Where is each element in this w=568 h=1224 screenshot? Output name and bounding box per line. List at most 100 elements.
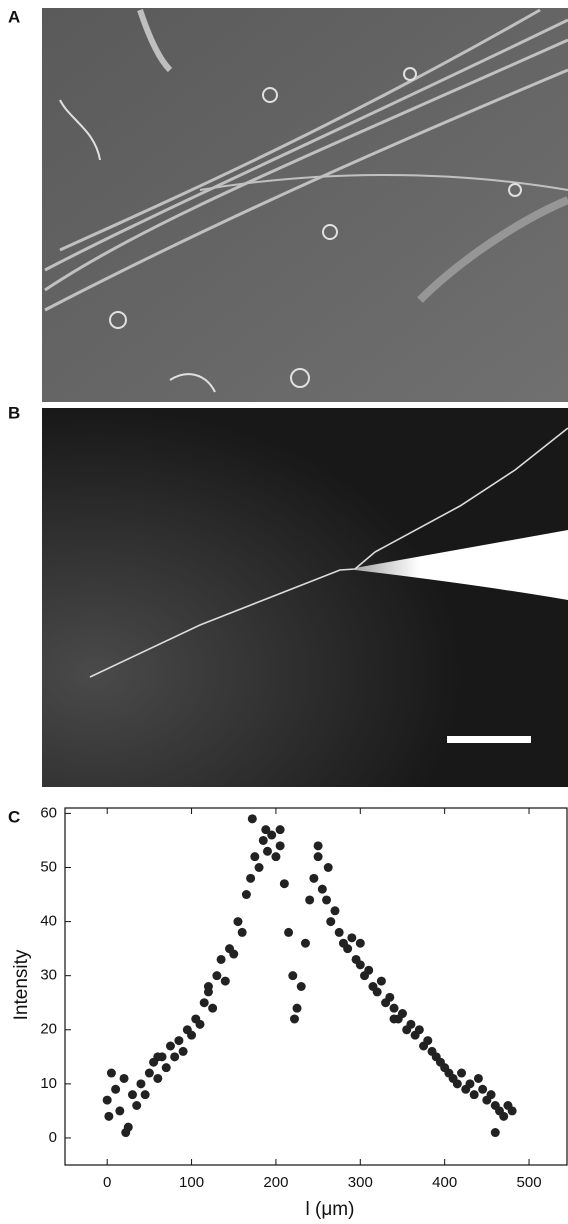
panel-a-image — [42, 8, 568, 402]
figure: A B C l (μm) Intensity 01002003004005000… — [0, 0, 568, 1224]
data-point — [474, 1074, 483, 1083]
y-tick-label: 50 — [40, 858, 57, 875]
data-point — [153, 1052, 162, 1061]
data-point — [103, 1096, 112, 1105]
data-point — [263, 847, 272, 856]
data-point — [195, 1020, 204, 1029]
data-point — [465, 1079, 474, 1088]
data-point — [261, 825, 270, 834]
data-point — [233, 917, 242, 926]
data-point — [335, 928, 344, 937]
data-point — [208, 1004, 217, 1013]
data-point — [487, 1090, 496, 1099]
data-point — [390, 1014, 399, 1023]
data-point — [132, 1101, 141, 1110]
data-point — [356, 939, 365, 948]
x-tick-label: 200 — [263, 1174, 288, 1191]
data-point — [179, 1047, 188, 1056]
data-point — [174, 1036, 183, 1045]
data-point — [115, 1106, 124, 1115]
data-point — [204, 987, 213, 996]
y-tick-label: 0 — [49, 1129, 57, 1146]
x-axis-label: l (μm) — [306, 1199, 355, 1220]
data-point — [104, 1112, 113, 1121]
data-point — [217, 955, 226, 964]
data-point — [398, 1009, 407, 1018]
data-point — [322, 895, 331, 904]
data-point — [276, 841, 285, 850]
data-point — [242, 890, 251, 899]
data-point — [153, 1074, 162, 1083]
data-point — [326, 917, 335, 926]
data-point — [406, 1020, 415, 1029]
data-point — [170, 1052, 179, 1061]
data-point — [478, 1085, 487, 1094]
data-point — [508, 1106, 517, 1115]
data-point — [221, 977, 230, 986]
data-point — [212, 971, 221, 980]
data-point — [187, 1031, 196, 1040]
data-point — [290, 1014, 299, 1023]
x-tick-label: 0 — [103, 1174, 111, 1191]
panel-label: A — [8, 7, 20, 26]
data-point — [271, 852, 280, 861]
data-point — [141, 1090, 150, 1099]
data-point — [385, 993, 394, 1002]
data-point — [324, 863, 333, 872]
data-point — [364, 966, 373, 975]
data-point — [284, 928, 293, 937]
data-point — [246, 874, 255, 883]
data-point — [297, 982, 306, 991]
plot-frame — [65, 808, 567, 1165]
data-point — [423, 1036, 432, 1045]
data-point — [470, 1090, 479, 1099]
data-point — [288, 971, 297, 980]
data-point — [250, 852, 259, 861]
data-point — [457, 1069, 466, 1078]
data-point — [255, 863, 264, 872]
data-point — [107, 1069, 116, 1078]
data-point — [415, 1025, 424, 1034]
y-tick-label: 20 — [40, 1021, 57, 1038]
data-point — [121, 1128, 130, 1137]
x-tick-label: 500 — [517, 1174, 542, 1191]
data-point — [491, 1128, 500, 1137]
data-point — [120, 1074, 129, 1083]
data-point — [309, 874, 318, 883]
y-tick-label: 30 — [40, 967, 57, 984]
data-point — [373, 987, 382, 996]
x-tick-label: 100 — [179, 1174, 204, 1191]
data-point — [238, 928, 247, 937]
data-point — [128, 1090, 137, 1099]
data-point — [499, 1112, 508, 1121]
data-point — [111, 1085, 120, 1094]
panel-label: B — [8, 403, 20, 422]
data-point — [293, 1004, 302, 1013]
data-point — [136, 1079, 145, 1088]
data-point — [229, 950, 238, 959]
data-point — [276, 825, 285, 834]
data-point — [314, 852, 323, 861]
data-point — [305, 895, 314, 904]
y-tick-label: 40 — [40, 913, 57, 930]
data-point — [280, 879, 289, 888]
panel-label: C — [8, 807, 20, 826]
data-point — [356, 960, 365, 969]
x-tick-label: 300 — [348, 1174, 373, 1191]
data-point — [162, 1063, 171, 1072]
x-tick-label: 400 — [432, 1174, 457, 1191]
data-point — [145, 1069, 154, 1078]
data-point — [248, 814, 257, 823]
panel-b-image — [42, 408, 568, 787]
data-point — [318, 885, 327, 894]
data-point — [166, 1042, 175, 1051]
data-point — [200, 998, 209, 1007]
data-point — [390, 1004, 399, 1013]
data-point — [330, 906, 339, 915]
data-point — [259, 836, 268, 845]
data-point — [347, 933, 356, 942]
y-tick-label: 10 — [40, 1075, 57, 1092]
data-point — [377, 977, 386, 986]
data-point — [314, 841, 323, 850]
data-point — [453, 1079, 462, 1088]
